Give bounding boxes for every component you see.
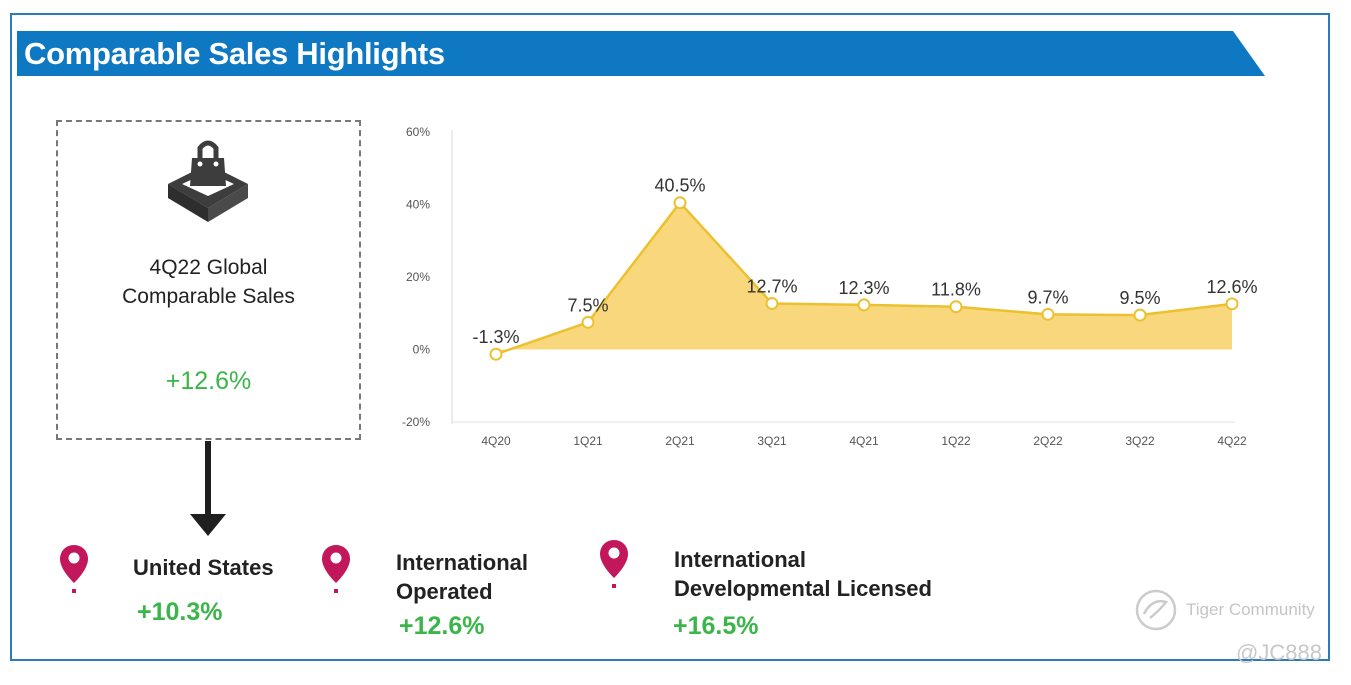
data-point (765, 296, 779, 310)
data-label: 12.7% (746, 276, 797, 296)
data-point (1133, 308, 1147, 322)
x-tick-label: 1Q21 (573, 434, 603, 448)
y-tick-label: 60% (406, 125, 430, 139)
watermark-text: Tiger Community (1186, 600, 1315, 619)
data-label: 12.3% (838, 278, 889, 298)
x-tick-label: 3Q22 (1125, 434, 1155, 448)
chart-data-labels: -1.3% 7.5% 40.5% 12.7% 12.3% 11.8% 9.7% 9.5% 12.… (472, 176, 1257, 348)
region-value-international-operated: +12.6% (399, 612, 485, 640)
data-point (1225, 297, 1239, 311)
data-point (673, 196, 687, 210)
region-label-united-states: United States (133, 555, 274, 580)
global-sales-label: 4Q22 Global Comparable Sales (122, 256, 295, 308)
x-tick-label: 3Q21 (757, 434, 787, 448)
chart-points (489, 196, 1239, 361)
data-label: 9.7% (1027, 287, 1068, 307)
global-sales-box (56, 120, 361, 440)
x-tick-label: 4Q22 (1217, 434, 1247, 448)
region-label-international-developmental-licensed: International Developmental Licensed (674, 547, 932, 601)
data-label: 9.5% (1119, 288, 1160, 308)
data-point (949, 300, 963, 314)
header-banner (17, 31, 1265, 76)
region-label-international-operated: International Operated (396, 550, 529, 604)
shopping-bag-icon (168, 140, 248, 222)
slide-frame (10, 13, 1330, 661)
map-pin-icon (60, 545, 88, 593)
y-tick-label: 20% (406, 270, 430, 284)
comparable-sales-chart: -20% 0% 20% 40% 60% 4Q20 1Q21 2Q21 3Q21 4Q21 1Q22 2… (402, 125, 1258, 448)
map-pin-icon (322, 545, 350, 593)
data-point (857, 298, 871, 312)
page-title: Comparable Sales Highlights (24, 36, 445, 71)
region-value-united-states: +10.3% (137, 598, 223, 626)
data-label: 40.5% (654, 176, 705, 196)
tiger-logo-icon (1135, 589, 1177, 631)
y-tick-label: 0% (413, 343, 431, 357)
x-tick-label: 2Q21 (665, 434, 695, 448)
y-tick-label: 40% (406, 198, 430, 212)
y-tick-label: -20% (402, 415, 430, 429)
x-tick-label: 4Q20 (481, 434, 511, 448)
x-tick-label: 1Q22 (941, 434, 971, 448)
data-label: -1.3% (472, 327, 519, 347)
region-value-international-developmental-licensed: +16.5% (673, 612, 759, 640)
chart-axes: -20% 0% 20% 40% 60% 4Q20 1Q21 2Q21 3Q21 4Q21 1Q22 2… (402, 125, 1247, 448)
data-point (1041, 307, 1055, 321)
arrow-down-icon (190, 441, 226, 536)
x-tick-label: 4Q21 (849, 434, 879, 448)
data-label: 12.6% (1206, 277, 1257, 297)
map-pin-icon (600, 540, 628, 588)
global-sales-value: +12.6% (165, 367, 252, 395)
data-label: 11.8% (931, 280, 981, 300)
data-label: 7.5% (567, 295, 608, 315)
data-point (489, 347, 503, 361)
data-point (581, 315, 595, 329)
watermark-handle: @JC888 (1236, 640, 1322, 665)
x-tick-label: 2Q22 (1033, 434, 1063, 448)
